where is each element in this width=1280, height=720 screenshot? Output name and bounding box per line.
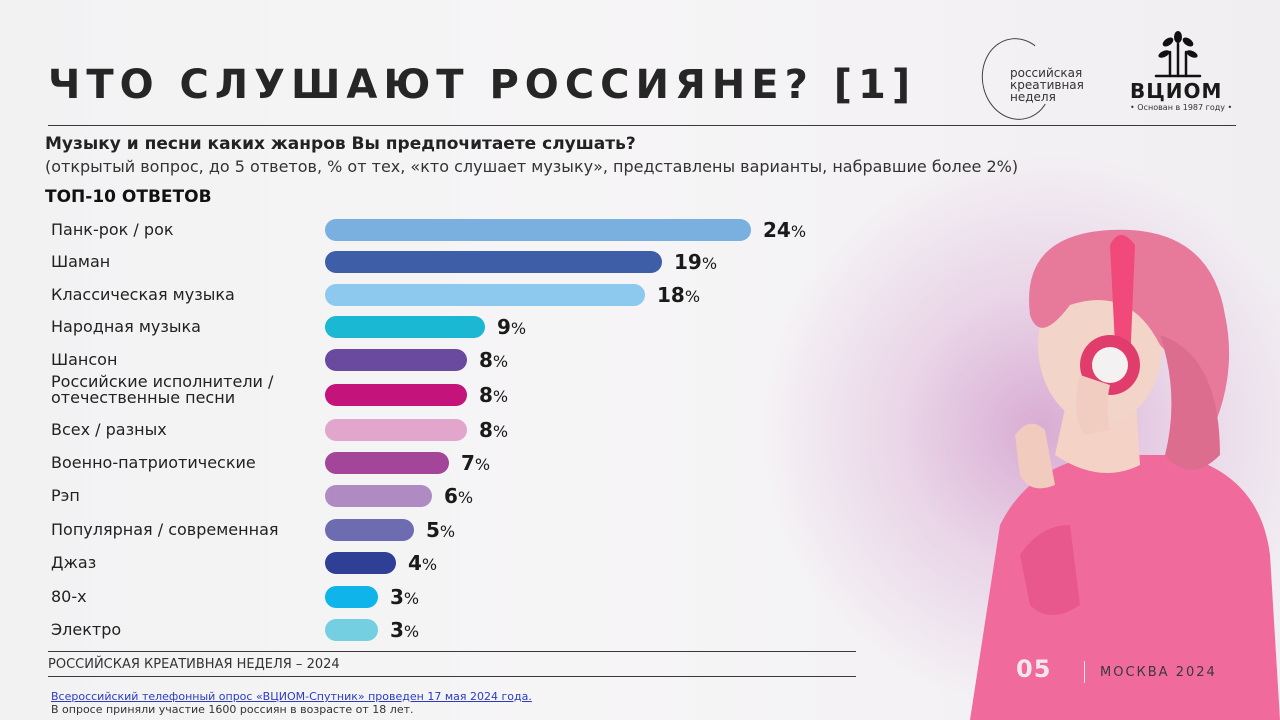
data-label-unit: % (492, 422, 509, 441)
data-label-unit: % (492, 387, 509, 406)
data-label-unit: % (439, 522, 456, 541)
data-label: 4% (408, 551, 437, 575)
bar (325, 251, 662, 273)
data-label-value: 3 (390, 585, 404, 609)
data-label-value: 8 (479, 348, 493, 372)
data-label: 3% (390, 618, 419, 642)
header-divider (48, 125, 1236, 126)
data-label: 24% (763, 218, 806, 242)
data-label: 3% (390, 585, 419, 609)
data-label-value: 5 (426, 518, 440, 542)
category-label: 80-х (51, 587, 87, 606)
category-label: Шансон (51, 350, 118, 369)
footer-divider-bottom (48, 676, 856, 677)
category-label: Джаз (51, 553, 97, 572)
data-label: 7% (461, 451, 490, 475)
data-label-value: 24 (763, 218, 791, 242)
vciom-tree-icon (1154, 31, 1202, 78)
data-label-unit: % (492, 352, 509, 371)
data-label-unit: % (421, 555, 438, 574)
category-label: Панк-рок / рок (51, 220, 174, 239)
data-label-unit: % (701, 254, 718, 273)
data-label: 8% (479, 348, 508, 372)
data-label-unit: % (510, 319, 527, 338)
vciom-tagline: • Основан в 1987 году • (1130, 103, 1233, 112)
data-label-value: 4 (408, 551, 422, 575)
bar (325, 452, 449, 474)
data-label-value: 6 (444, 484, 458, 508)
data-label: 6% (444, 484, 473, 508)
footer-city-year: МОСКВА 2024 (1100, 665, 1217, 680)
data-label-value: 7 (461, 451, 475, 475)
bar (325, 419, 467, 441)
bar (325, 316, 485, 338)
data-label-unit: % (403, 622, 420, 641)
data-label-value: 9 (497, 315, 511, 339)
category-label: Российские исполнители / отечественные п… (51, 372, 274, 407)
category-label: Шаман (51, 252, 111, 271)
category-label: Популярная / современная (51, 520, 279, 539)
data-label: 9% (497, 315, 526, 339)
data-label-value: 8 (479, 383, 493, 407)
bar (325, 586, 378, 608)
data-label-unit: % (684, 287, 701, 306)
bar (325, 349, 467, 371)
data-label-unit: % (474, 455, 491, 474)
footer-divider-top (48, 651, 856, 652)
bar (325, 219, 751, 241)
brand-logo-text: российская креативная неделя (1010, 67, 1120, 103)
footer-separator (1084, 661, 1085, 683)
data-label-value: 3 (390, 618, 404, 642)
survey-question-note: (открытый вопрос, до 5 ответов, % от тех… (45, 157, 1019, 176)
data-label-unit: % (790, 222, 807, 241)
category-label: Народная музыка (51, 317, 201, 336)
source-link[interactable]: Всероссийский телефонный опрос «ВЦИОМ-Сп… (51, 690, 532, 703)
data-label-value: 19 (674, 250, 702, 274)
data-label-value: 8 (479, 418, 493, 442)
data-label: 18% (657, 283, 700, 307)
data-label-unit: % (457, 488, 474, 507)
category-label: Электро (51, 620, 122, 639)
page-number: 05 (1016, 655, 1052, 683)
footer-brand: РОССИЙСКАЯ КРЕАТИВНАЯ НЕДЕЛЯ – 2024 (48, 657, 340, 672)
category-label: Классическая музыка (51, 285, 235, 304)
data-label-value: 18 (657, 283, 685, 307)
bar (325, 485, 432, 507)
bar (325, 284, 645, 306)
page-title: ЧТО СЛУШАЮТ РОССИЯНЕ? [1] (48, 62, 917, 108)
data-label-unit: % (403, 589, 420, 608)
bar (325, 619, 378, 641)
woman-with-headphones-illustration (970, 229, 1280, 720)
survey-question: Музыку и песни каких жанров Вы предпочит… (45, 134, 636, 154)
category-label: Военно-патриотические (51, 453, 256, 472)
source-note: В опросе приняли участие 1600 россиян в … (51, 703, 414, 716)
data-label: 5% (426, 518, 455, 542)
data-label: 8% (479, 383, 508, 407)
category-label: Рэп (51, 486, 80, 505)
data-label: 8% (479, 418, 508, 442)
bar (325, 384, 467, 406)
vciom-logo-name: ВЦИОМ (1130, 79, 1223, 103)
data-label: 19% (674, 250, 717, 274)
brand-line-1: российская (1010, 66, 1083, 80)
bar (325, 519, 414, 541)
bar (325, 552, 396, 574)
category-label: Всех / разных (51, 420, 167, 439)
brand-line-3: неделя (1010, 90, 1056, 104)
brand-line-2: креативная (1010, 78, 1084, 92)
section-label: ТОП-10 ОТВЕТОВ (45, 187, 212, 207)
